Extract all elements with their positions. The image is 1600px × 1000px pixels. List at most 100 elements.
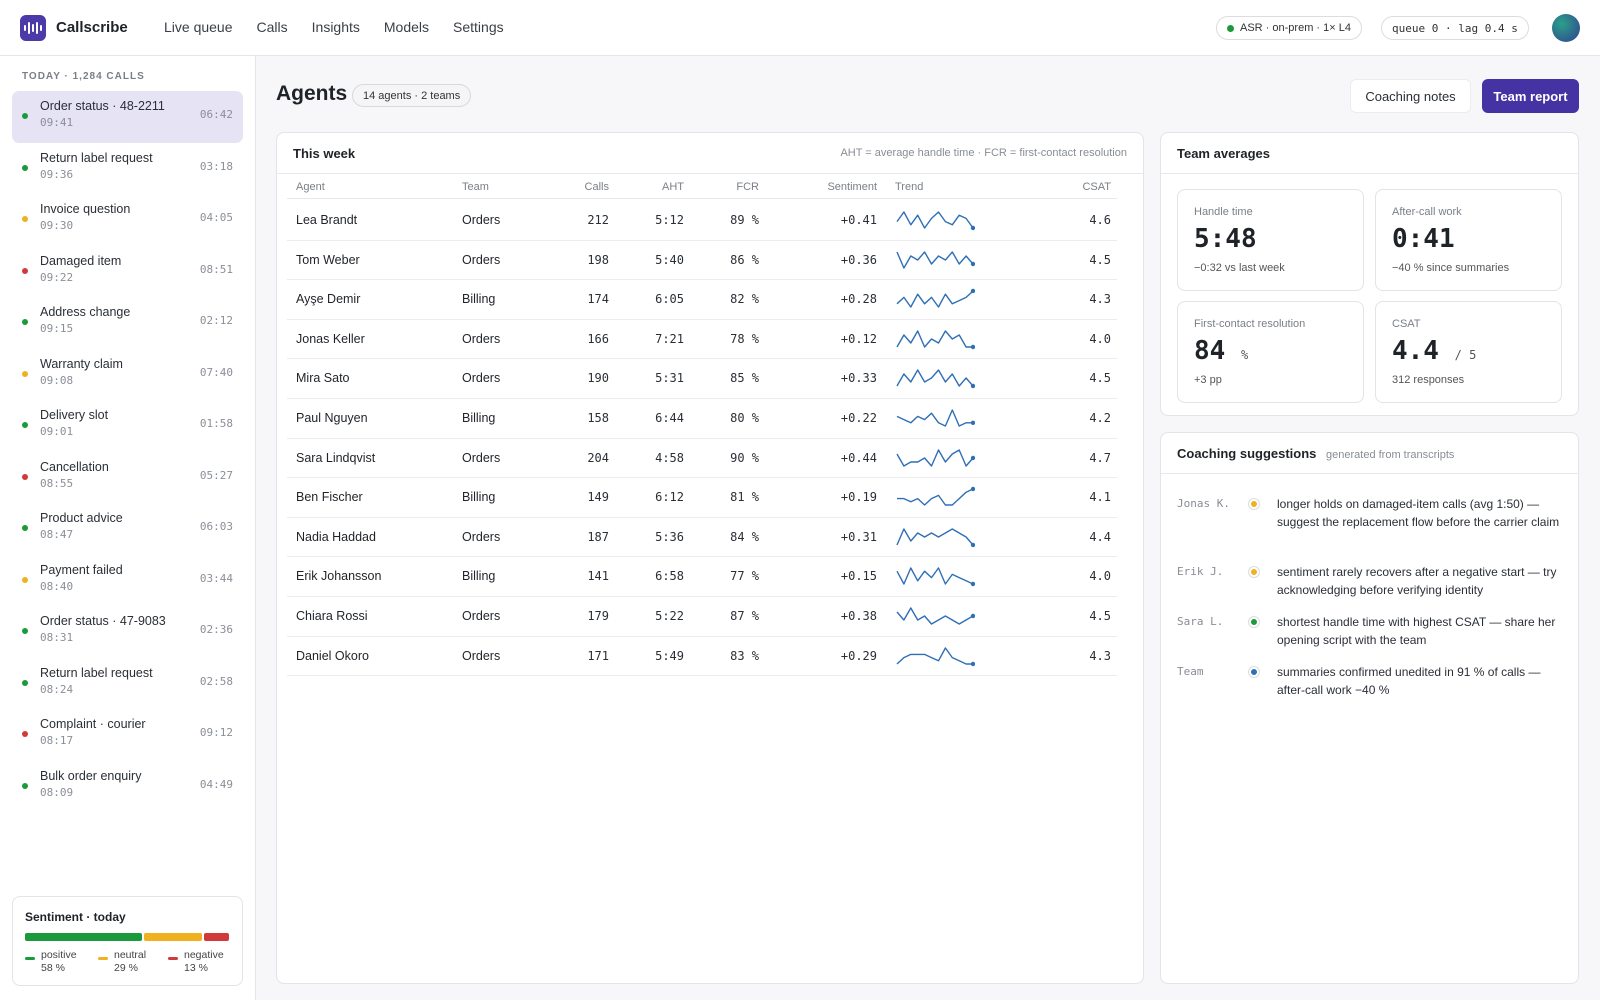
call-title: Payment failed — [40, 562, 123, 577]
agent-calls: 198 — [587, 252, 609, 267]
trend-line — [896, 607, 974, 625]
col-sentiment[interactable]: Sentiment — [827, 181, 877, 193]
legend-negative-value: 13 % — [184, 962, 208, 974]
table-row[interactable]: Mira Sato Orders 190 5:31 85 % +0.33 4.5 — [287, 359, 1117, 399]
nav-calls[interactable]: Calls — [256, 19, 288, 35]
nav-models[interactable]: Models — [383, 19, 430, 35]
table-row[interactable]: Jonas Keller Orders 166 7:21 78 % +0.12 4.0 — [287, 320, 1117, 360]
col-agent[interactable]: Agent — [296, 181, 325, 193]
col-aht[interactable]: AHT — [662, 181, 684, 193]
agent-csat: 4.1 — [1089, 490, 1111, 505]
waveform-logo-icon[interactable] — [20, 15, 46, 41]
call-duration: 06:03 — [199, 520, 233, 533]
table-header: Agent Team Calls AHT FCR Sentiment Trend… — [287, 179, 1117, 199]
call-list-item[interactable]: Delivery slot 09:01 01:58 — [12, 400, 243, 452]
call-list-item[interactable]: Address change 09:15 02:12 — [12, 297, 243, 349]
agent-name: Chiara Rossi — [296, 609, 368, 623]
col-csat[interactable]: CSAT — [1082, 181, 1111, 193]
call-title: Damaged item — [40, 253, 122, 268]
agent-aht: 7:21 — [655, 331, 684, 346]
agent-name: Jonas Keller — [296, 331, 365, 346]
nav-insights[interactable]: Insights — [311, 19, 360, 35]
divider — [1161, 473, 1578, 474]
agent-aht: 6:44 — [655, 411, 684, 425]
call-list-item[interactable]: Order status · 47-9083 08:31 02:36 — [12, 606, 243, 658]
call-list-item[interactable]: Invoice question 09:30 04:05 — [12, 194, 243, 246]
call-list-item[interactable]: Order status · 48-2211 09:41 06:42 — [12, 91, 243, 143]
call-time: 09:36 — [40, 167, 74, 181]
top-bar: Callscribe Live queue Calls Insights Mod… — [0, 0, 1600, 56]
agent-fcr: 89 % — [730, 213, 759, 227]
call-list-item[interactable]: Damaged item 09:22 08:51 — [12, 246, 243, 298]
trend-line — [896, 211, 974, 229]
col-team[interactable]: Team — [462, 181, 489, 193]
suggestion-agent: Team — [1177, 665, 1204, 678]
call-list-item[interactable]: Return label request 09:36 03:18 — [12, 143, 243, 195]
call-title: Product advice — [40, 511, 123, 525]
call-list-item[interactable]: Bulk order enquiry 08:09 04:49 — [12, 761, 243, 813]
table-row[interactable]: Sara Lindqvist Orders 204 4:58 90 % +0.44 4.7 — [287, 439, 1117, 479]
agent-aht: 5:22 — [655, 609, 684, 623]
kpi-value: 4.4 / 5 — [1392, 336, 1477, 366]
suggestion-text: summaries confirmed unedited in 91 % of … — [1277, 665, 1541, 697]
legend-negative-label: negative — [184, 949, 224, 961]
kpi-label: Handle time — [1194, 206, 1253, 218]
agent-aht: 5:36 — [655, 529, 684, 544]
kpi-sub: 312 responses — [1392, 374, 1465, 386]
col-fcr[interactable]: FCR — [736, 181, 759, 193]
coaching-notes-button[interactable]: Coaching notes — [1350, 79, 1471, 113]
legend-swatch-positive — [25, 957, 35, 960]
trend-sparkline — [896, 369, 975, 389]
table-row[interactable]: Ben Fischer Billing 149 6:12 81 % +0.19 4.1 — [287, 478, 1117, 518]
trend-line — [896, 330, 973, 348]
kpi-value: 5:48 — [1194, 224, 1257, 254]
sentiment-title: Sentiment · today — [25, 910, 126, 924]
legend-neutral-label: neutral — [114, 949, 147, 961]
table-row[interactable]: Lea Brandt Orders 212 5:12 89 % +0.41 4.6 — [287, 201, 1117, 241]
agent-sentiment: +0.38 — [840, 609, 877, 623]
asr-status-pill[interactable]: ASR · on-prem · 1× L4 — [1216, 16, 1362, 40]
col-calls[interactable]: Calls — [584, 181, 609, 193]
queue-status-pill[interactable]: queue 0 · lag 0.4 s — [1381, 16, 1529, 40]
agent-calls: 171 — [587, 648, 609, 663]
call-duration: 08:51 — [199, 262, 233, 276]
agent-aht: 6:12 — [655, 490, 684, 505]
call-time: 09:15 — [40, 322, 74, 335]
sentiment-dot-icon — [22, 628, 28, 634]
call-list-item[interactable]: Return label request 08:24 02:58 — [12, 658, 243, 710]
table-row[interactable]: Erik Johansson Billing 141 6:58 77 % +0.15 4.0 — [287, 557, 1117, 597]
call-list-item[interactable]: Cancellation 08:55 05:27 — [12, 452, 243, 504]
call-list-item[interactable]: Warranty claim 09:08 07:40 — [12, 349, 243, 401]
user-avatar[interactable] — [1552, 14, 1580, 42]
divider — [277, 173, 1143, 174]
call-list-item[interactable]: Product advice 08:47 06:03 — [12, 503, 243, 555]
coaching-title: Coaching suggestions generated from tran… — [1177, 446, 1454, 461]
call-list-item[interactable]: Complaint · courier 08:17 09:12 — [12, 709, 243, 761]
call-title: Address change — [40, 305, 131, 319]
agent-sentiment: +0.29 — [840, 648, 877, 663]
kpi-sub: +3 pp — [1194, 374, 1222, 386]
agent-csat: 4.0 — [1089, 331, 1111, 346]
agent-csat: 4.2 — [1089, 411, 1111, 425]
call-duration: 04:05 — [199, 211, 233, 224]
table-row[interactable]: Tom Weber Orders 198 5:40 86 % +0.36 4.5 — [287, 241, 1117, 281]
sentiment-dot-icon — [22, 679, 28, 686]
coaching-subtitle: generated from transcripts — [1326, 449, 1455, 461]
table-row[interactable]: Nadia Haddad Orders 187 5:36 84 % +0.31 4.4 — [287, 518, 1117, 558]
agent-team: Billing — [462, 411, 496, 425]
sentiment-dot-icon — [22, 164, 28, 171]
call-list-item[interactable]: Payment failed 08:40 03:44 — [12, 555, 243, 607]
team-report-button[interactable]: Team report — [1482, 79, 1579, 113]
agent-sentiment: +0.28 — [840, 292, 877, 307]
table-row[interactable]: Chiara Rossi Orders 179 5:22 87 % +0.38 4.5 — [287, 597, 1117, 637]
table-row[interactable]: Paul Nguyen Billing 158 6:44 80 % +0.22 4.2 — [287, 399, 1117, 439]
nav-live-queue[interactable]: Live queue — [164, 19, 233, 35]
agent-csat: 4.5 — [1089, 252, 1111, 267]
table-row[interactable]: Daniel Okoro Orders 171 5:49 83 % +0.29 4.3 — [287, 637, 1117, 677]
trend-last-point — [970, 384, 975, 389]
nav-settings[interactable]: Settings — [453, 19, 504, 35]
agent-sentiment: +0.31 — [840, 529, 877, 544]
table-row[interactable]: Ayşe Demir Billing 174 6:05 82 % +0.28 4.3 — [287, 280, 1117, 320]
sentiment-bar-neutral — [144, 933, 202, 941]
agent-fcr: 81 % — [730, 490, 759, 505]
